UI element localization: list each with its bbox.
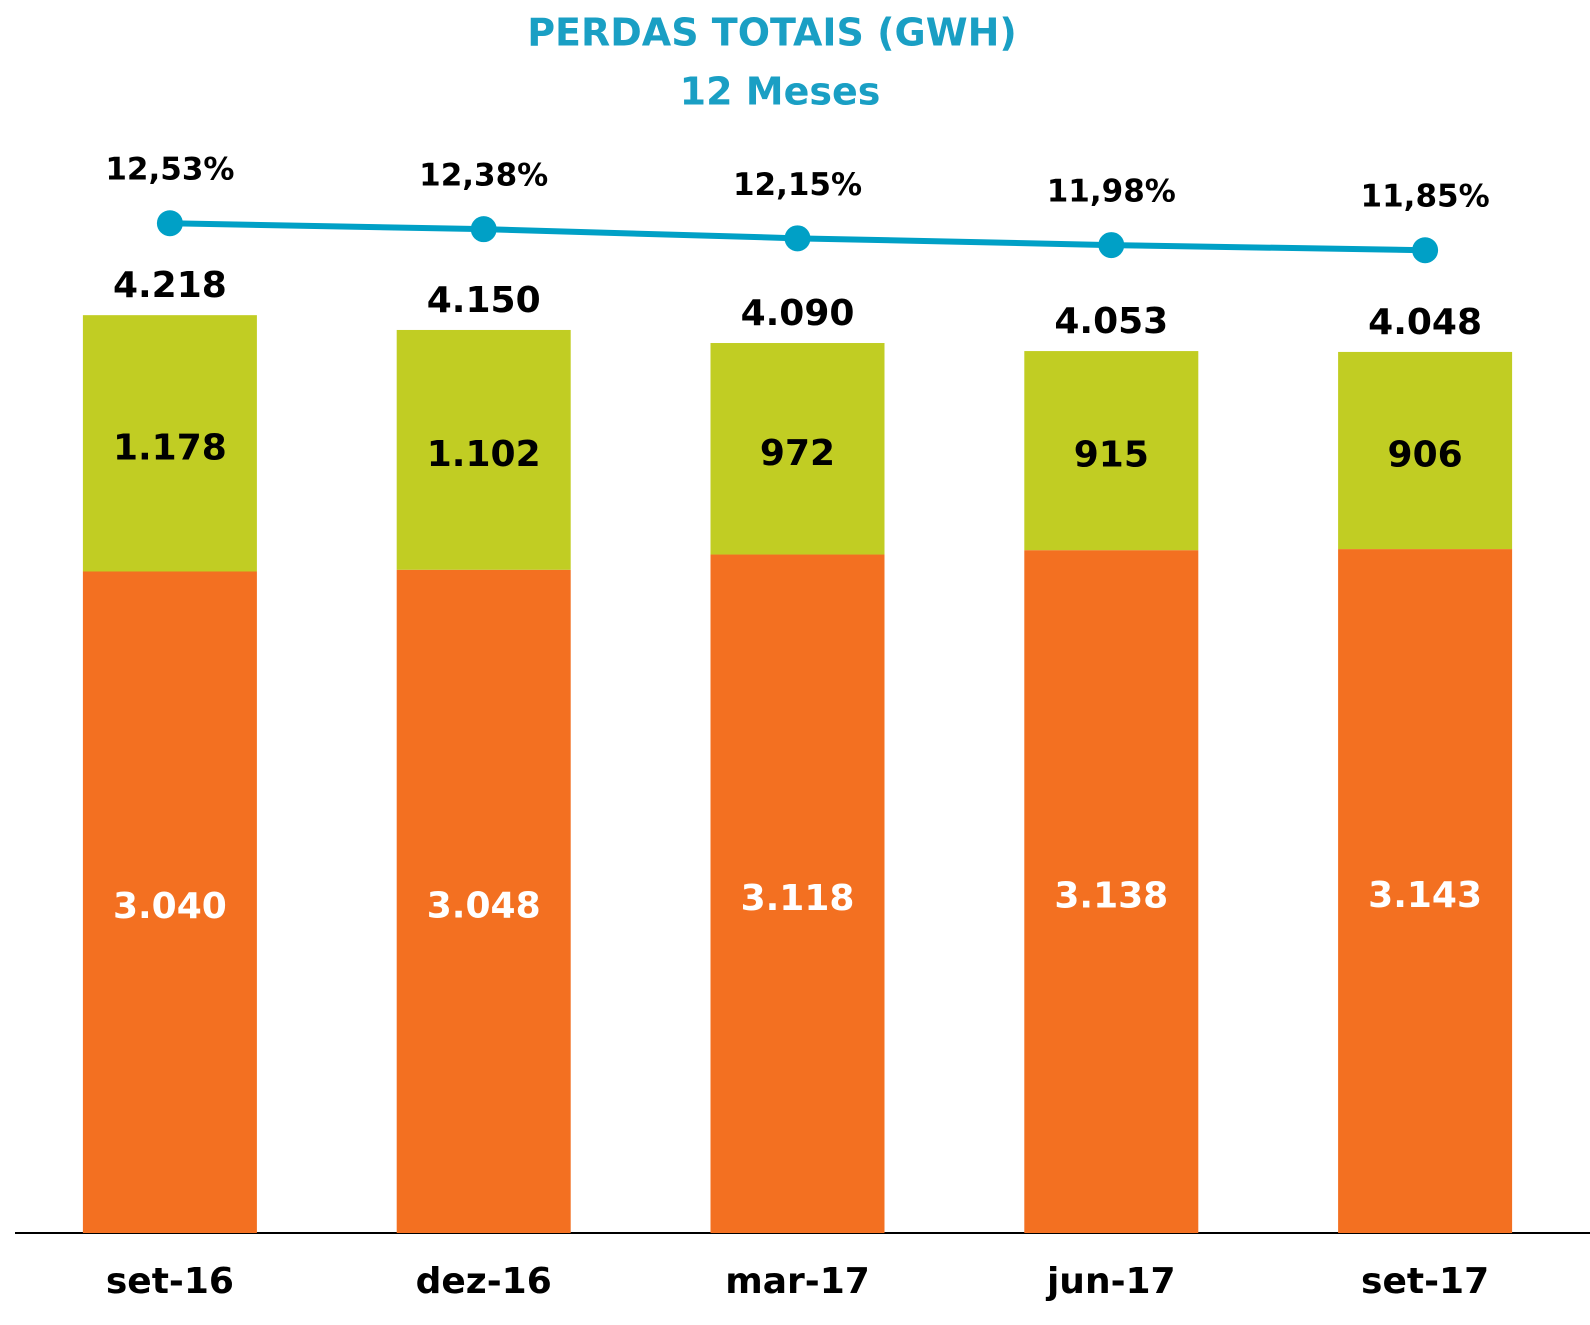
- line-point: [784, 225, 811, 252]
- bar-segment: [1024, 351, 1199, 551]
- total-label: 4.048: [1368, 302, 1482, 343]
- total-label: 4.090: [741, 293, 855, 334]
- data-label: 3.138: [1054, 876, 1168, 917]
- data-label: 3.040: [113, 886, 227, 927]
- bar-segment: [396, 569, 571, 1233]
- data-label: 12,38%: [419, 158, 548, 194]
- data-label: 11,98%: [1047, 174, 1176, 210]
- data-label: 915: [1074, 435, 1149, 476]
- x-tick-label: mar-17: [725, 1261, 870, 1302]
- chart-subtitle: 12 Meses: [680, 70, 881, 114]
- data-label: 3.048: [427, 885, 541, 926]
- x-tick-label: jun-17: [1045, 1261, 1176, 1302]
- data-label: 3.143: [1368, 875, 1482, 916]
- bar-segment: [1338, 351, 1513, 550]
- x-tick-label: set-17: [1361, 1261, 1489, 1302]
- total-label: 4.053: [1054, 301, 1168, 342]
- total-label: 4.218: [113, 265, 227, 306]
- bar-segment: [710, 554, 885, 1233]
- line-point: [1412, 237, 1439, 264]
- total-label: 4.150: [427, 280, 541, 321]
- data-label: 12,53%: [105, 152, 234, 188]
- bar-segment: [82, 571, 257, 1233]
- data-label: 1.178: [113, 427, 227, 468]
- bar-segment: [1338, 549, 1513, 1233]
- line-point: [1098, 232, 1125, 259]
- bar-segment: [710, 343, 885, 555]
- data-label: 3.118: [741, 878, 855, 919]
- data-label: 972: [760, 433, 835, 474]
- bar-segment: [1024, 550, 1199, 1233]
- chart-title: PERDAS TOTAIS (GWH): [527, 11, 1017, 55]
- data-label: 1.102: [427, 434, 541, 475]
- line-point: [470, 216, 497, 243]
- x-tick-label: set-16: [106, 1261, 234, 1302]
- data-label: 11,85%: [1361, 179, 1490, 215]
- data-label: 12,15%: [733, 167, 862, 203]
- x-tick-label: dez-16: [416, 1261, 552, 1302]
- line-point: [156, 210, 183, 237]
- bar-segment: [82, 315, 257, 572]
- data-label: 906: [1388, 435, 1463, 476]
- bar-segment: [396, 329, 571, 570]
